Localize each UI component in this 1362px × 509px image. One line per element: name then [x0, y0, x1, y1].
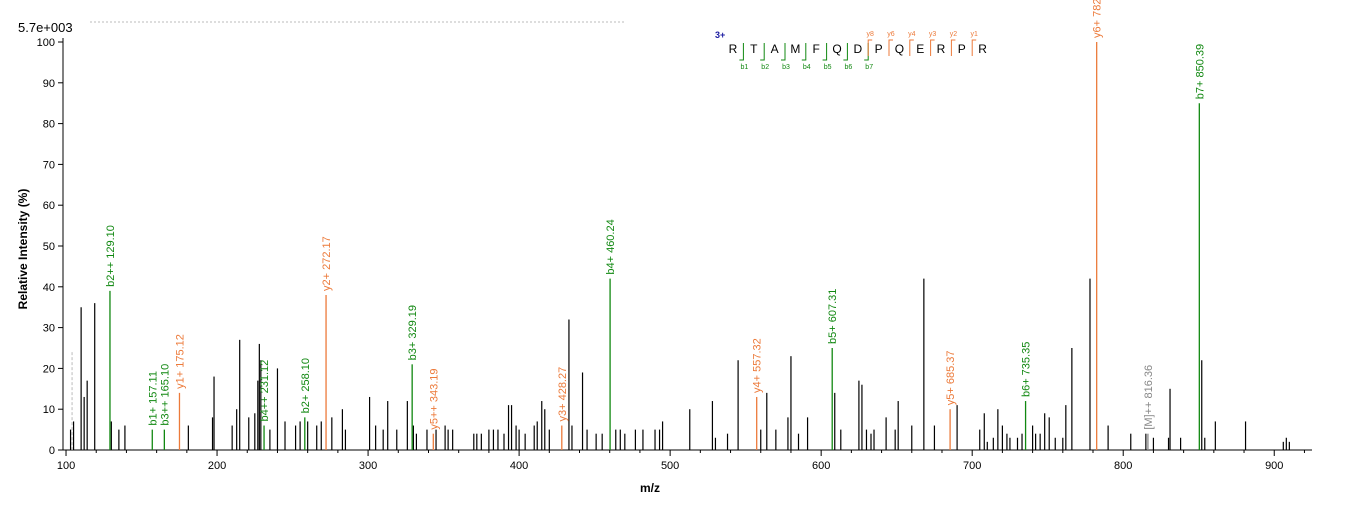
intensity-scale-label: 5.7e+003 — [18, 20, 73, 35]
residue: R — [978, 42, 987, 56]
b-ion-label: b2 — [761, 64, 769, 71]
x-tick-label: 300 — [359, 460, 377, 472]
y-tick-label: 0 — [49, 445, 55, 457]
y-tick-label: 20 — [43, 363, 55, 375]
residue: R — [937, 42, 946, 56]
peak-label: y5++ 343.19 — [428, 369, 440, 430]
peaks — [69, 42, 1290, 450]
peak-label: y4+ 557.32 — [752, 338, 764, 393]
peak-label: b4+ 460.24 — [605, 219, 617, 274]
peak-label: b1+ 157.11 — [147, 371, 159, 426]
y-ion-bracket — [971, 39, 977, 56]
residue: Q — [832, 42, 841, 56]
y-ion-label: y3 — [929, 31, 937, 38]
x-tick-label: 100 — [57, 460, 75, 472]
peak-label: b2++ 129.10 — [105, 225, 117, 287]
x-axis-title: m/z — [640, 481, 660, 495]
y-tick-label: 80 — [43, 119, 55, 131]
x-tick-label: 900 — [1265, 460, 1283, 472]
b-ion-label: b6 — [845, 64, 853, 71]
x-tick-label: 500 — [661, 460, 679, 472]
b-ion-label: b7 — [865, 64, 873, 71]
y-tick-label: 100 — [37, 37, 55, 49]
b-ion-bracket — [760, 43, 765, 61]
peak-label: y6+ 782.43 — [1092, 0, 1104, 38]
y-tick-label: 90 — [43, 78, 55, 90]
b-ion-bracket — [843, 43, 848, 61]
y-tick-label: 50 — [43, 241, 55, 253]
peak-label: b2+ 258.10 — [300, 358, 312, 413]
axis-ticks: 0 10 20 30 40 50 60 70 80 90 100 100 200 300 400 500 600… — [37, 37, 1305, 472]
peak-label: [M]++ 816.36 — [1143, 365, 1155, 430]
y-ion-bracket — [888, 39, 893, 56]
peak-label: y3+ 428.27 — [557, 367, 569, 422]
y-ion-label: y4 — [908, 31, 916, 38]
residue: M — [790, 42, 800, 56]
peak-label: b3+ 329.19 — [407, 305, 419, 360]
residue: R — [729, 42, 738, 56]
residue: E — [916, 42, 924, 56]
peak-label: b4++ 231.12 — [259, 360, 271, 422]
y-ion-label: y8 — [866, 31, 874, 38]
y-ion-bracket — [909, 39, 914, 56]
x-tick-label: 600 — [812, 460, 830, 472]
plot-frame — [62, 21, 1312, 451]
peak-label: y5+ 685.37 — [945, 350, 957, 405]
y-tick-label: 40 — [43, 282, 55, 294]
b-ion-label: b1 — [741, 64, 749, 71]
y-tick-label: 10 — [43, 404, 55, 416]
y-ion-bracket — [867, 39, 873, 56]
y-ion-label: y1 — [970, 31, 978, 38]
residue: D — [853, 42, 862, 56]
x-tick-label: 400 — [510, 460, 528, 472]
residue: P — [958, 42, 966, 56]
b-ion-bracket — [781, 43, 786, 61]
residue: P — [875, 42, 883, 56]
b-ion-label: b5 — [824, 64, 832, 71]
residue: A — [771, 42, 779, 56]
y-axis-title: Relative Intensity (%) — [16, 189, 30, 310]
peak-label: b6+ 735.35 — [1021, 342, 1033, 397]
y-ion-label: y6 — [887, 31, 895, 38]
b-ion-label: b3 — [782, 64, 790, 71]
b-ion-bracket — [801, 43, 807, 61]
b-ion-bracket — [822, 43, 828, 61]
x-tick-label: 200 — [208, 460, 226, 472]
peak-label: b3++ 165.10 — [159, 364, 171, 426]
y-tick-label: 60 — [43, 200, 55, 212]
peak-label: y2+ 272.17 — [321, 236, 333, 291]
x-tick-label: 700 — [963, 460, 981, 472]
b-ion-bracket — [739, 43, 744, 61]
charge-state: 3+ — [715, 30, 725, 40]
peak-label: y1+ 175.12 — [174, 334, 186, 389]
y-ion-bracket — [950, 39, 956, 56]
x-tick-label: 800 — [1114, 460, 1132, 472]
residue: F — [813, 42, 820, 56]
y-ion-bracket — [930, 39, 935, 56]
y-tick-label: 30 — [43, 323, 55, 335]
peak-label: b5+ 607.31 — [827, 289, 839, 344]
y-ion-label: y2 — [950, 31, 958, 38]
peak-label: b7+ 850.39 — [1194, 44, 1206, 99]
residue: T — [750, 42, 758, 56]
b-ion-bracket — [864, 43, 869, 61]
y-tick-label: 70 — [43, 159, 55, 171]
b-ion-label: b4 — [803, 64, 811, 71]
residue: Q — [895, 42, 904, 56]
